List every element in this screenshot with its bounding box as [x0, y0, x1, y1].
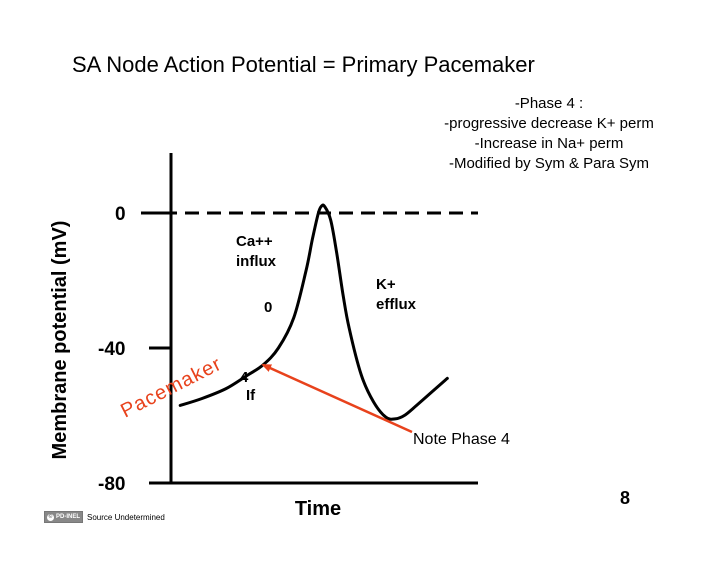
x-axis-label: Time	[295, 498, 341, 520]
k-efflux-label: K+	[376, 276, 396, 293]
phase4-notes: -Phase 4 : -progressive decrease K+ perm…	[418, 94, 680, 174]
note-line: -Modified by Sym & Para Sym	[448, 155, 650, 172]
source-text: Source Undetermined	[87, 512, 165, 522]
y-axis-label: Membrane potential (mV)	[49, 221, 71, 460]
k-efflux-label: efflux	[376, 296, 417, 313]
source-attribution: © PD-INEL Source Undetermined	[44, 511, 165, 523]
note-line: -Increase in Na+ perm	[474, 135, 624, 152]
y-tick-label-0: 0	[115, 204, 126, 225]
slide-title: SA Node Action Potential = Primary Pacem…	[72, 52, 535, 77]
note-line: -progressive decrease K+ perm	[444, 115, 654, 132]
if-current-label: If	[246, 387, 256, 404]
cc-icon: ©	[47, 513, 54, 521]
y-tick-label-80: -80	[98, 474, 125, 495]
phase4-arrow	[261, 363, 413, 434]
note-phase4-label: Note Phase 4	[413, 431, 510, 448]
note-line: -Phase 4 :	[514, 95, 584, 112]
phase-0-label: 0	[264, 299, 272, 316]
ca-influx-label: Ca++	[236, 233, 273, 250]
slide-number: 8	[620, 488, 631, 508]
license-badge: © PD-INEL	[44, 511, 83, 523]
y-tick-label-40: -40	[98, 339, 125, 360]
phase-4-label: 4	[240, 369, 249, 386]
license-badge-text: PD-INEL	[56, 514, 80, 520]
ca-influx-label: influx	[236, 253, 277, 270]
